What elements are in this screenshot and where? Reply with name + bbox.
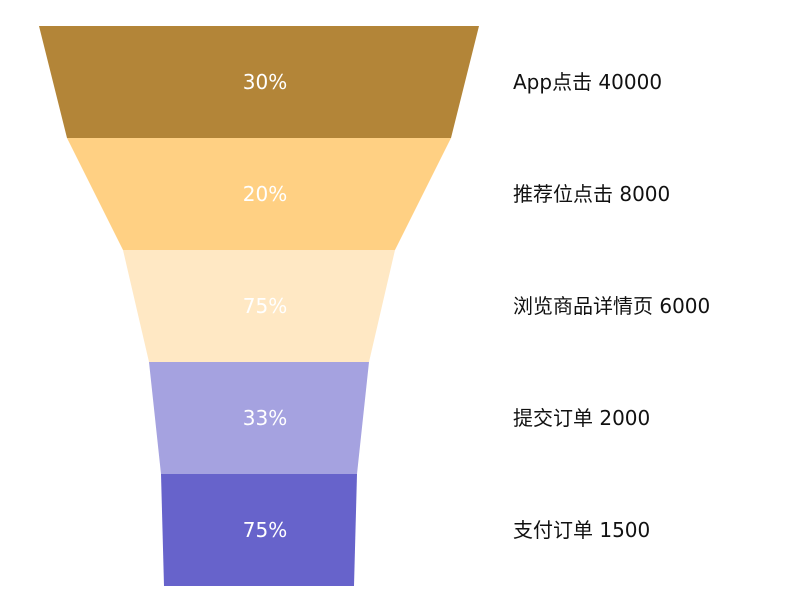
funnel-segment-3 [123,250,395,362]
funnel-stage-label-5: 支付订单 1500 [513,518,650,542]
funnel-segment-1 [39,26,479,138]
funnel-stage-labels: App点击 40000 推荐位点击 8000 浏览商品详情页 6000 提交订单 20… [513,70,710,542]
funnel-percent-labels: 30% 20% 75% 33% 75% [243,70,287,542]
funnel-stage-label-4: 提交订单 2000 [513,406,650,430]
funnel-percent-label-4: 33% [243,406,287,430]
funnel-segment-5 [161,474,357,586]
funnel-segment-2 [67,138,451,250]
funnel-segment-4 [149,362,369,474]
funnel-percent-label-2: 20% [243,182,287,206]
funnel-stage-label-1: App点击 40000 [513,70,662,94]
funnel-percent-label-1: 30% [243,70,287,94]
funnel-percent-label-3: 75% [243,294,287,318]
funnel-segments [39,26,479,586]
funnel-stage-label-2: 推荐位点击 8000 [513,182,670,206]
funnel-percent-label-5: 75% [243,518,287,542]
funnel-stage-label-3: 浏览商品详情页 6000 [513,294,710,318]
